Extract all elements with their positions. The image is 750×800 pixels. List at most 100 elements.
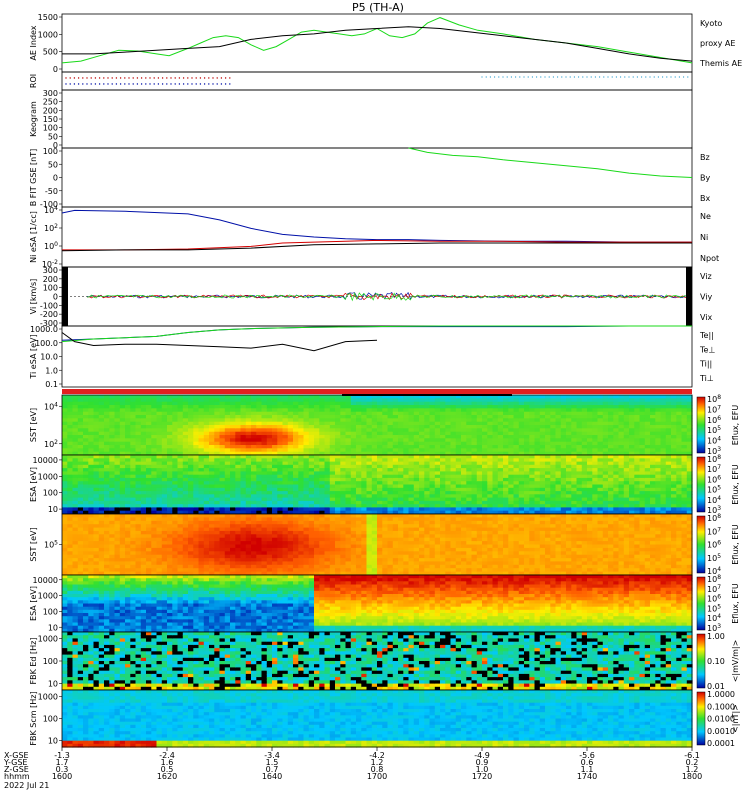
spectrogram-cell <box>156 527 163 532</box>
spectrogram-cell <box>167 408 173 413</box>
roi-marker <box>666 76 668 78</box>
spectrogram-cell <box>314 435 320 439</box>
spectrogram-cell <box>440 425 446 429</box>
spectrogram-cell <box>576 448 583 453</box>
spectrogram-cell <box>361 398 368 403</box>
spectrogram-cell <box>188 421 194 426</box>
spectrogram-cell <box>634 510 641 515</box>
spectrogram-cell <box>83 421 89 426</box>
spectrogram-cell <box>130 464 137 469</box>
spectrogram-cell <box>597 445 604 449</box>
legend-entry: Vix <box>700 313 713 322</box>
spectrogram-cell <box>151 510 158 515</box>
spectrogram-cell <box>455 425 462 429</box>
spectrogram-cell <box>67 428 74 433</box>
spectrogram-cell <box>88 428 95 433</box>
spectrogram-cell <box>539 477 546 482</box>
spectrogram-cell <box>235 418 242 423</box>
spectrogram-cell <box>398 461 404 466</box>
spectrogram-cell <box>161 524 168 529</box>
spectrogram-cell <box>518 411 525 416</box>
spectrogram-cell <box>303 425 310 429</box>
spectrogram-cell <box>340 471 347 476</box>
spectrogram-cell <box>240 471 247 476</box>
spectrogram-cell <box>319 438 326 443</box>
spectrogram-cell <box>198 425 205 429</box>
panel-frame <box>61 71 693 91</box>
spectrogram-cell <box>125 547 131 552</box>
spectrogram-cell <box>539 405 546 409</box>
spectrogram-cell <box>644 405 651 409</box>
spectrogram-cell <box>650 494 656 499</box>
spectrogram-cell <box>539 441 546 446</box>
spectrogram-cell <box>135 448 142 453</box>
spectrogram-cell <box>371 411 378 416</box>
spectrogram-cell <box>151 395 158 399</box>
spectrogram-cell <box>109 491 116 495</box>
spectrogram-cell <box>140 530 147 535</box>
spectrogram-cell <box>119 564 126 569</box>
spectrogram-cell <box>177 504 184 509</box>
spectrogram-cell <box>261 497 268 502</box>
spectrogram-cell <box>151 494 158 499</box>
spectrogram-cell <box>235 451 242 456</box>
spectrogram-cell <box>303 494 310 499</box>
spectrogram-cell <box>167 405 173 409</box>
spectrogram-cell <box>224 401 231 406</box>
spectrogram-cell <box>408 464 415 469</box>
spectrogram-cell <box>272 421 278 426</box>
spectrogram-cell <box>461 438 467 443</box>
spectrogram-cell <box>188 455 194 459</box>
spectrogram-cell <box>623 455 630 459</box>
spectrogram-cell <box>550 461 557 466</box>
spectrogram-cell <box>109 441 116 446</box>
spectrogram-cell <box>434 474 441 479</box>
spectrogram-cell <box>592 431 599 436</box>
colorbar-tick-label: 107 <box>707 404 721 414</box>
spectrogram-cell <box>235 497 242 502</box>
spectrogram-cell <box>93 547 100 552</box>
spectrogram-cell <box>644 415 651 419</box>
spectrogram-cell <box>613 500 620 505</box>
spectrogram-cell <box>72 517 79 522</box>
spectrogram-cell <box>272 481 278 486</box>
spectrogram-cell <box>655 395 662 399</box>
spectrogram-cell <box>534 418 541 423</box>
spectrogram-cell <box>371 405 378 409</box>
spectrogram-cell <box>245 428 252 433</box>
spectrogram-cell <box>623 491 630 495</box>
spectrogram-cell <box>597 464 604 469</box>
spectrogram-cell <box>634 405 641 409</box>
spectrogram-cell <box>198 448 205 453</box>
velocity-trace <box>86 291 693 300</box>
spectrogram-cell <box>618 468 625 472</box>
spectrogram-cell <box>224 464 231 469</box>
spectrogram-cell <box>83 471 89 476</box>
spectrogram-cell <box>224 405 231 409</box>
spectrogram-cell <box>140 408 147 413</box>
spectrogram-cell <box>130 558 137 563</box>
spectrogram-cell <box>434 504 441 509</box>
spectrogram-cell <box>665 441 672 446</box>
spectrogram-cell <box>655 477 662 482</box>
spectrogram-cell <box>109 438 116 443</box>
spectrogram-cell <box>329 504 336 509</box>
spectrogram-cell <box>429 504 436 509</box>
spectrogram-cell <box>608 445 614 449</box>
spectrogram-cell <box>403 491 410 495</box>
spectrogram-cell <box>245 484 252 489</box>
spectrogram-cell <box>513 468 520 472</box>
spectrogram-cell <box>67 438 74 443</box>
spectrogram-cell <box>581 510 588 515</box>
spectrogram-cell <box>282 405 289 409</box>
spectrogram-cell <box>151 415 158 419</box>
spectrogram-cell <box>571 425 578 429</box>
spectrogram-cell <box>634 491 641 495</box>
spectrogram-cell <box>193 497 200 502</box>
spectrogram-cell <box>130 547 137 552</box>
spectrogram-cell <box>167 421 173 426</box>
spectrogram-cell <box>130 564 137 569</box>
spectrogram-cell <box>188 405 194 409</box>
spectrogram-cell <box>434 481 441 486</box>
spectrogram-cell <box>161 445 168 449</box>
